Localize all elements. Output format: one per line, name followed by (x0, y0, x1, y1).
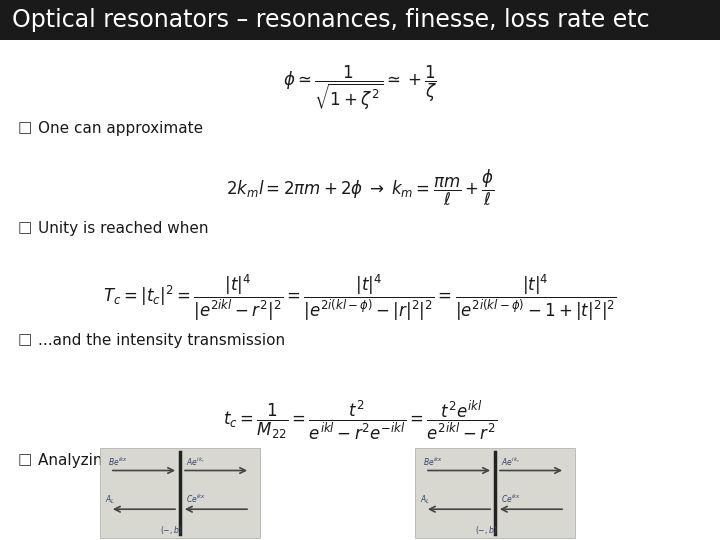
Text: □: □ (18, 220, 32, 235)
Text: □: □ (18, 333, 32, 348)
Text: $Be^{ikx}$: $Be^{ikx}$ (108, 455, 128, 468)
Text: □: □ (18, 120, 32, 136)
Text: $\phi \simeq \dfrac{1}{\sqrt{1+\zeta^2}} \simeq +\dfrac{1}{\zeta}$: $\phi \simeq \dfrac{1}{\sqrt{1+\zeta^2}}… (283, 64, 437, 112)
Text: $T_c = |t_c|^2 = \dfrac{|t|^4}{|e^{2ikl} - r^2|^2} = \dfrac{|t|^4}{|e^{2i(kl-\ph: $T_c = |t_c|^2 = \dfrac{|t|^4}{|e^{2ikl}… (103, 273, 617, 323)
Text: ...and the intensity transmission: ...and the intensity transmission (38, 333, 285, 348)
Bar (415, 448, 575, 538)
Text: $Ae^{ik_r}$: $Ae^{ik_r}$ (186, 455, 205, 468)
Text: One can approximate: One can approximate (38, 120, 203, 136)
Text: $Ce^{ikx}$: $Ce^{ikx}$ (186, 493, 206, 505)
Text: $A_L$: $A_L$ (420, 493, 431, 505)
Bar (0, 0, 720, 40)
Text: $A_L$: $A_L$ (105, 493, 115, 505)
Text: $Ce^{ikx}$: $Ce^{ikx}$ (501, 493, 521, 505)
Text: $(-,b)$: $(-,b)$ (160, 524, 182, 536)
Text: Analyzing the transmission: Analyzing the transmission (38, 453, 245, 468)
Text: Optical resonators – resonances, finesse, loss rate etc: Optical resonators – resonances, finesse… (12, 8, 649, 32)
Text: Unity is reached when: Unity is reached when (38, 220, 209, 235)
Text: $2k_m l = 2\pi m + 2\phi \;\rightarrow\; k_m = \dfrac{\pi m}{\ell} + \dfrac{\phi: $2k_m l = 2\pi m + 2\phi \;\rightarrow\;… (225, 168, 495, 208)
Text: $(-,b)$: $(-,b)$ (475, 524, 498, 536)
Text: □: □ (18, 453, 32, 468)
Bar (100, 448, 260, 538)
Text: $t_c = \dfrac{1}{M_{22}} = \dfrac{t^2}{e^{ikl} - r^2 e^{-ikl}} = \dfrac{t^2 e^{i: $t_c = \dfrac{1}{M_{22}} = \dfrac{t^2}{e… (223, 399, 497, 442)
Text: $Ae^{ik_r}$: $Ae^{ik_r}$ (501, 455, 520, 468)
Text: $Be^{ikx}$: $Be^{ikx}$ (423, 455, 443, 468)
